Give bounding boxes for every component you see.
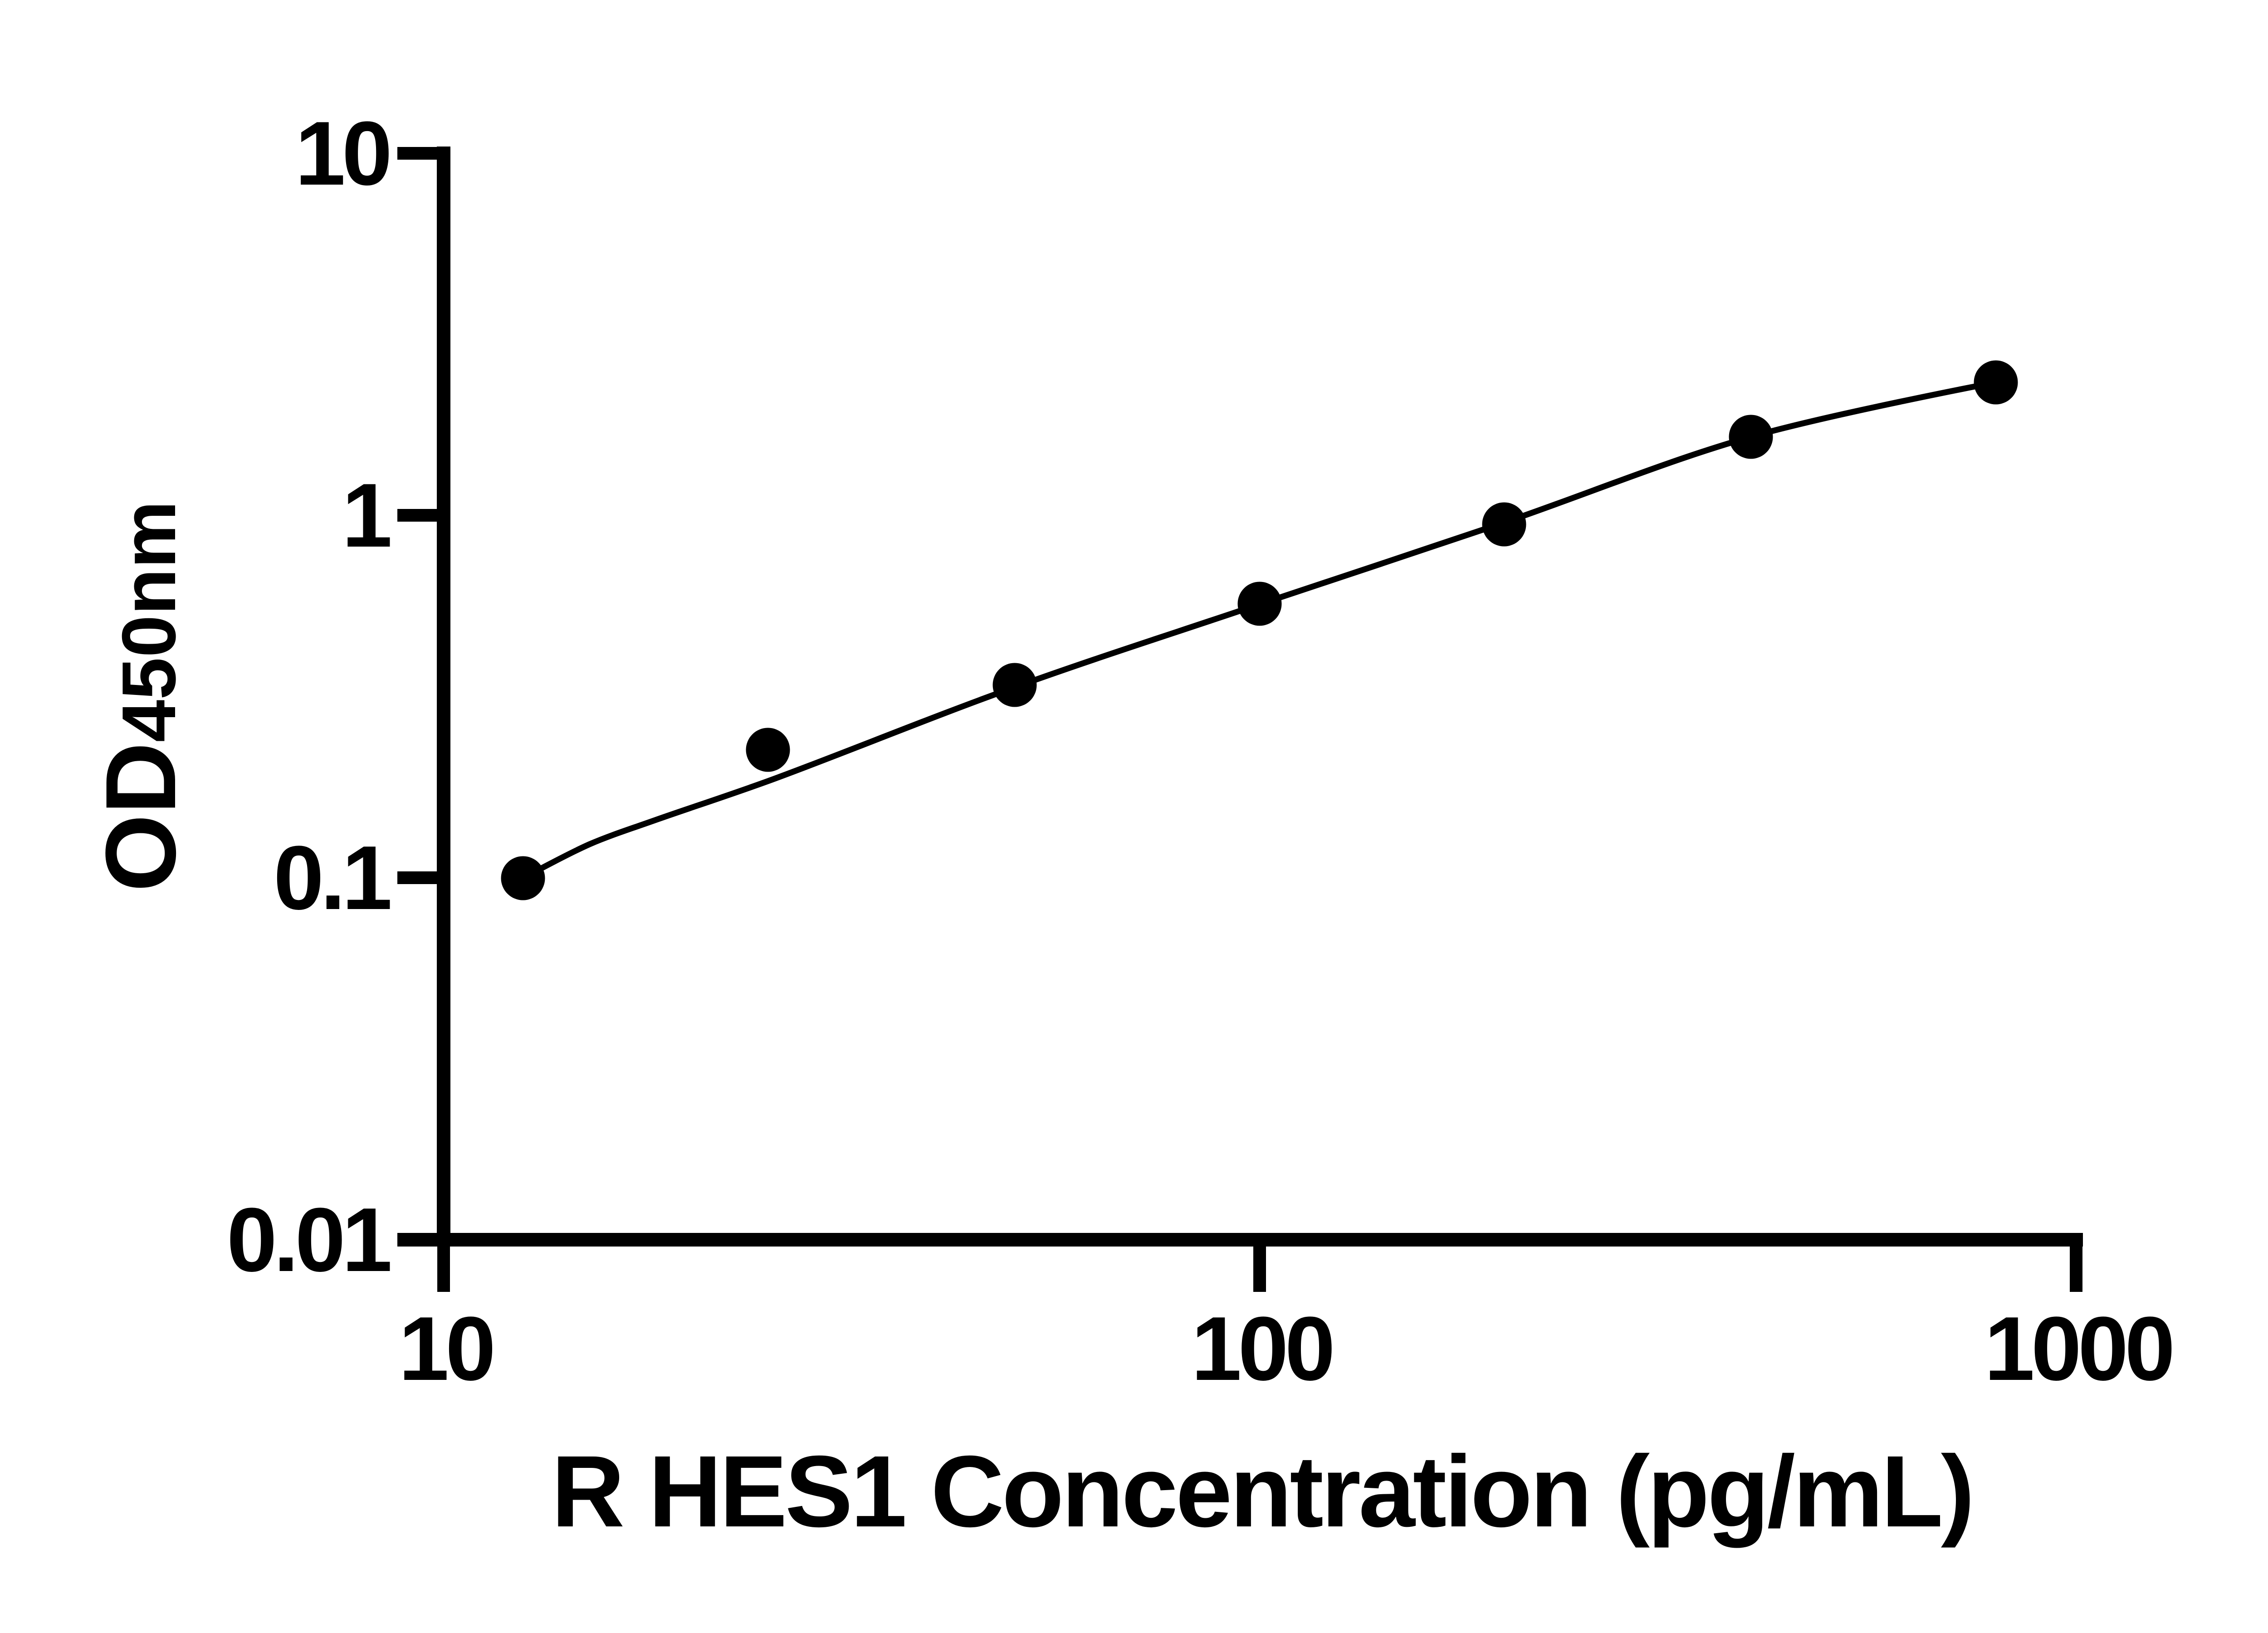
svg-text:100: 100: [1191, 1298, 1332, 1399]
svg-text:10: 10: [399, 1298, 493, 1399]
svg-text:OD450nm: OD450nm: [85, 501, 196, 892]
svg-text:R HES1 Concentration (pg/mL): R HES1 Concentration (pg/mL): [552, 1435, 1973, 1548]
svg-text:10: 10: [295, 103, 389, 204]
svg-text:0.01: 0.01: [227, 1189, 390, 1291]
svg-text:1000: 1000: [1984, 1298, 2172, 1399]
svg-text:0.1: 0.1: [274, 827, 390, 929]
svg-text:1: 1: [342, 465, 390, 566]
